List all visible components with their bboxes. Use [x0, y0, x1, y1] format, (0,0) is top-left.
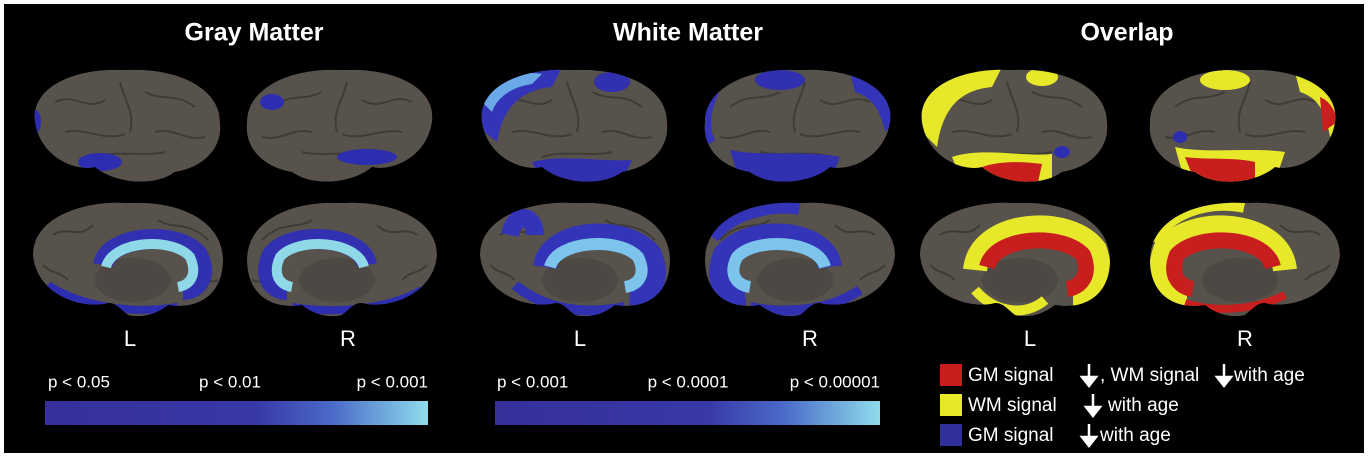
legend-text: WM signal	[968, 395, 1057, 416]
legend-swatch	[940, 364, 962, 386]
legend-text: with age	[1107, 395, 1179, 416]
hemisphere-label: R	[802, 326, 818, 351]
hemisphere-label: R	[1237, 326, 1253, 351]
legend-swatch	[940, 424, 962, 446]
hemisphere-label: R	[340, 326, 356, 351]
hemisphere-label: L	[124, 326, 136, 351]
legend-text: GM signal	[968, 365, 1054, 386]
legend-swatch	[940, 394, 962, 416]
legend-text: with age	[1233, 365, 1305, 386]
figure: Gray Matter White Matter Overlap L R L R…	[0, 0, 1368, 457]
panel-title: White Matter	[613, 19, 763, 47]
panel-title: Overlap	[1080, 19, 1173, 47]
scale-label: p < 0.0001	[648, 372, 729, 391]
scale-label: p < 0.01	[199, 372, 261, 391]
hemisphere-label: L	[574, 326, 586, 351]
hemisphere-label: L	[1024, 326, 1036, 351]
legend-text: GM signal	[968, 425, 1054, 446]
scale-label: p < 0.001	[357, 372, 428, 391]
panel-title: Gray Matter	[185, 19, 324, 47]
scale-label: p < 0.00001	[790, 372, 880, 391]
scale-label: p < 0.001	[497, 372, 568, 391]
scale-label: p < 0.05	[48, 372, 110, 391]
color-scale	[495, 401, 880, 425]
legend-text: with age	[1099, 425, 1171, 446]
color-scale	[45, 401, 428, 425]
legend-text: , WM signal	[1100, 365, 1199, 386]
